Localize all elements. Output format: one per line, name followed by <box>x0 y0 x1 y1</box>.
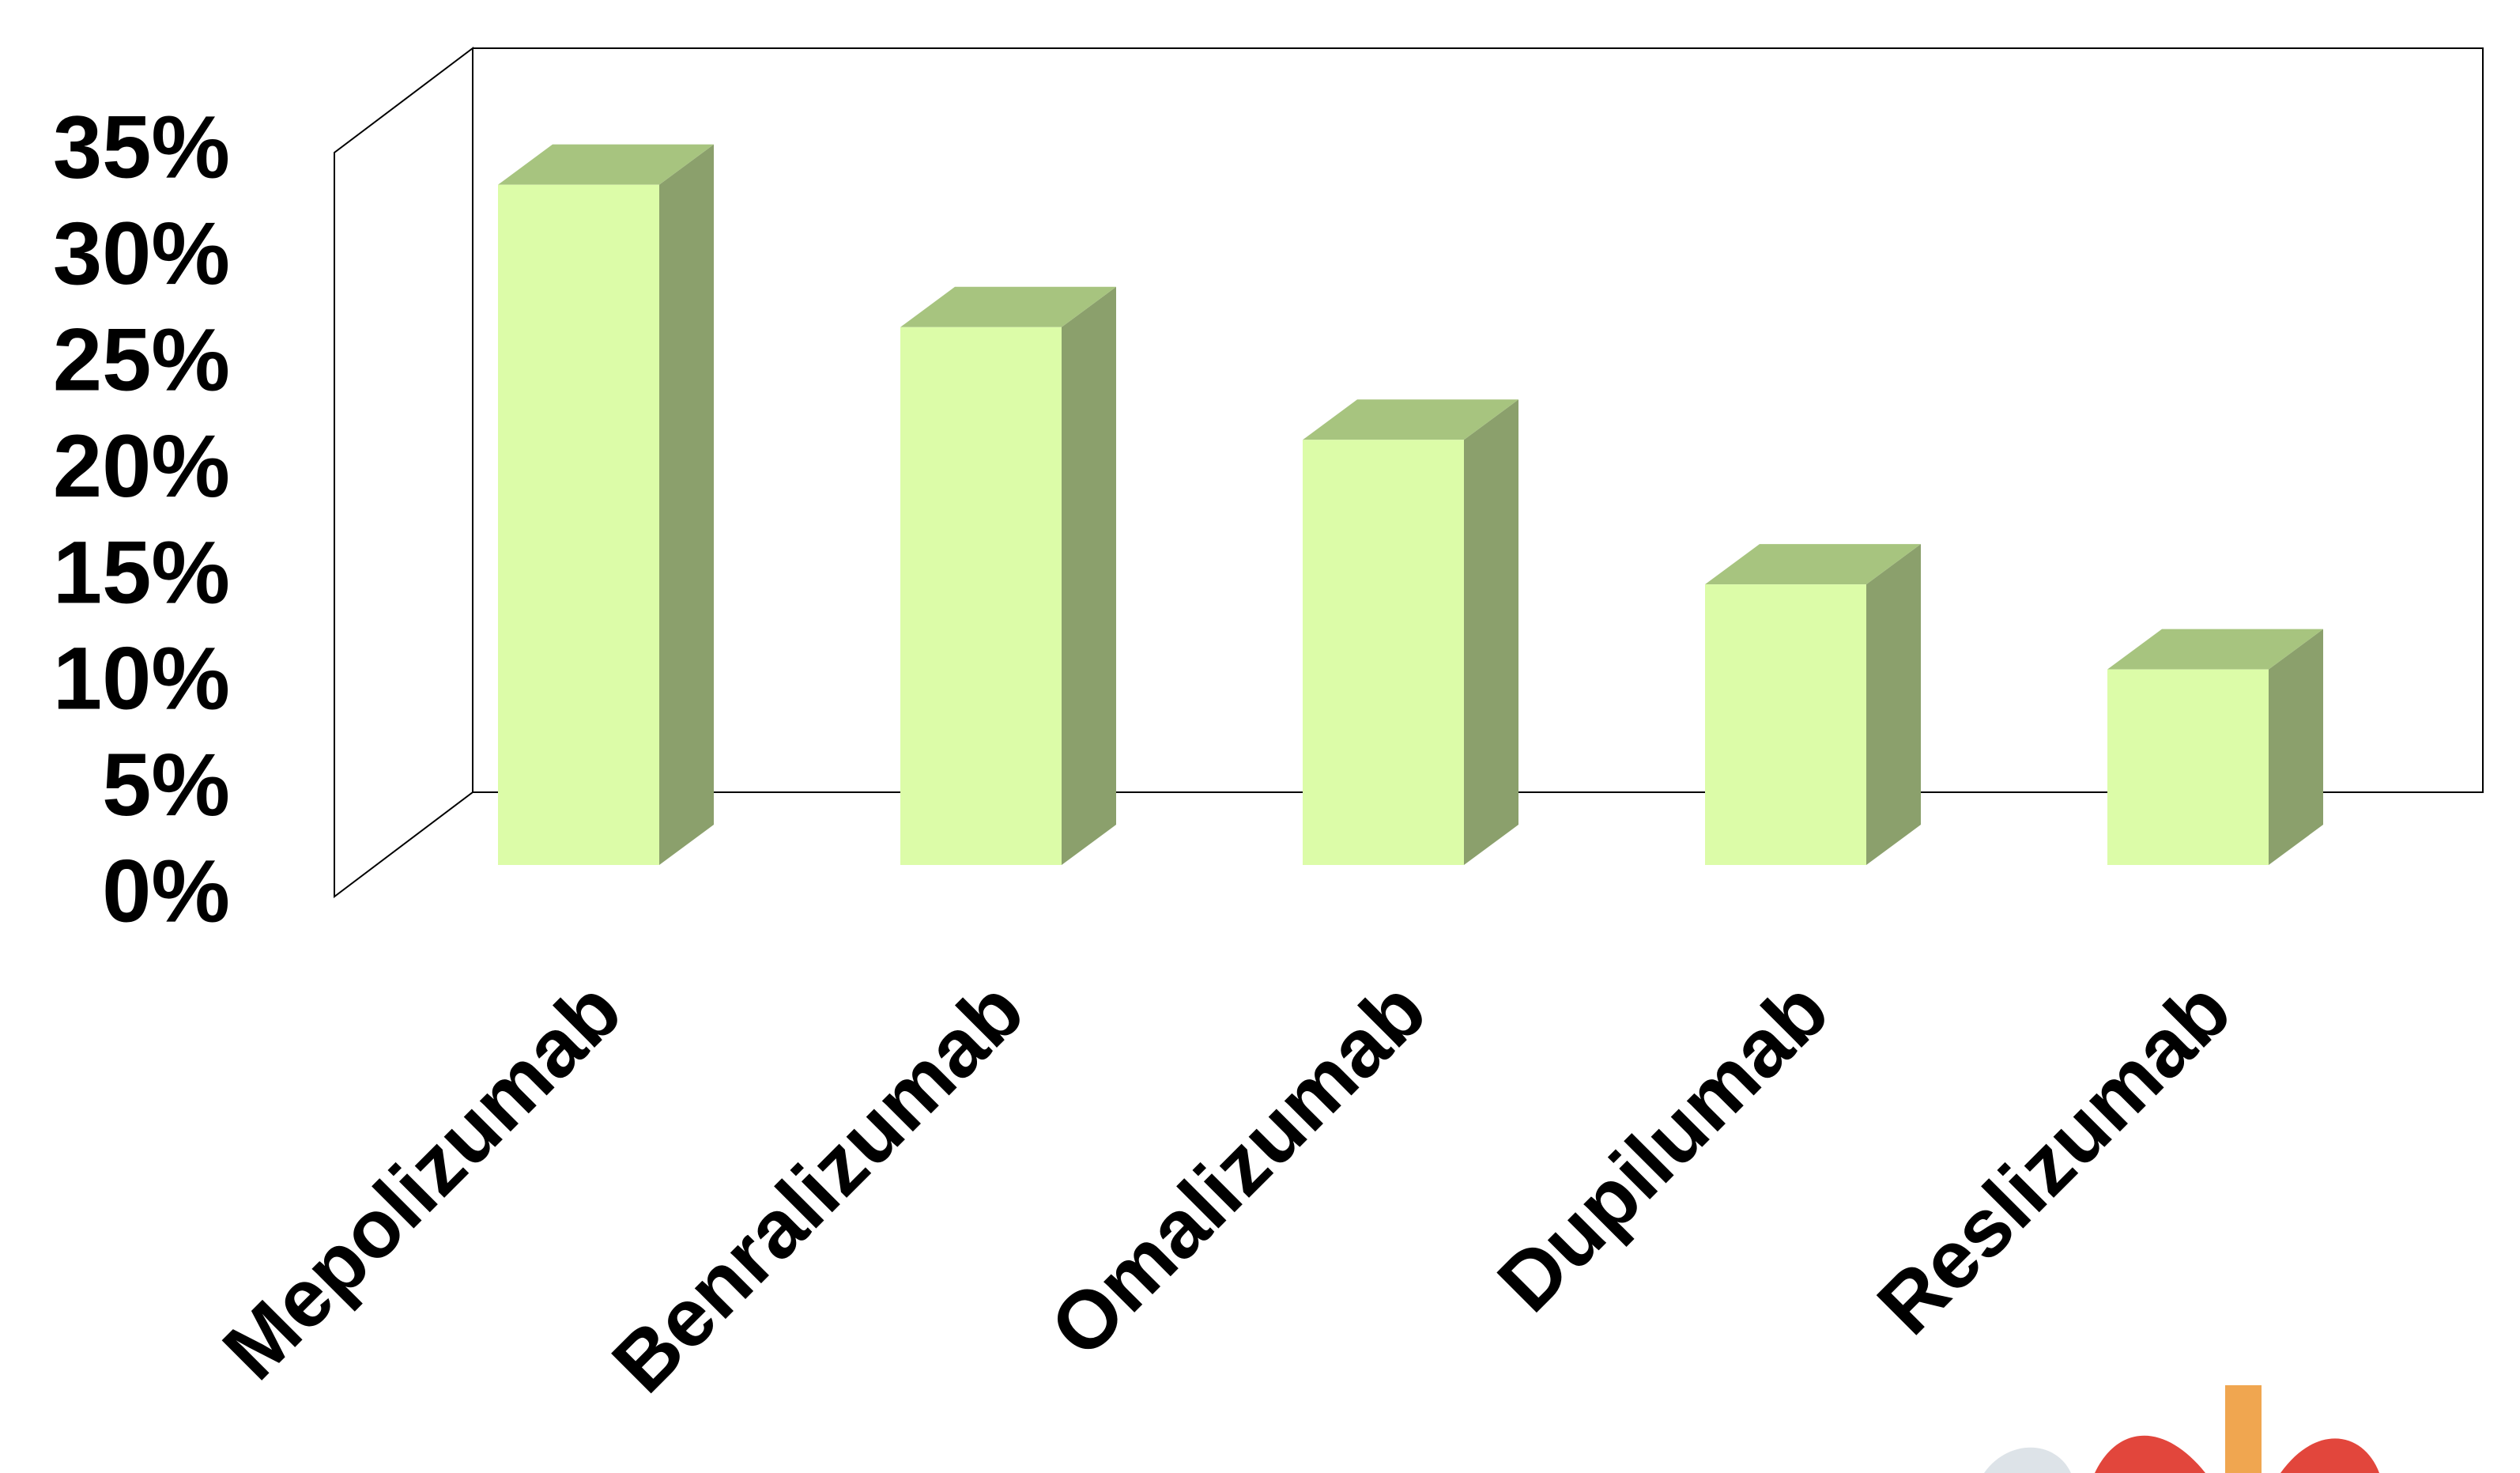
y-tick-label: 25% <box>53 310 230 409</box>
y-tick-label: 5% <box>102 735 230 834</box>
bar <box>2107 629 2323 865</box>
lung-left <box>2095 1435 2205 1473</box>
y-tick-label: 10% <box>53 629 230 728</box>
cloud <box>1984 1447 2071 1473</box>
x-tick-label: Reslizumab <box>1861 964 2249 1352</box>
bar <box>900 286 1116 865</box>
bar <box>1303 399 1518 865</box>
bar <box>1705 544 1921 865</box>
y-tick-label: 15% <box>53 523 230 621</box>
bar-side <box>659 144 714 865</box>
y-tick-label: 0% <box>102 842 230 941</box>
x-tick-label: Omalizumab <box>1033 964 1443 1374</box>
illustration <box>1984 1385 2379 1473</box>
bar-top <box>498 144 714 185</box>
bar-top <box>1303 399 1518 440</box>
bar-top <box>2107 629 2323 670</box>
y-tick-label: 35% <box>53 98 230 197</box>
y-tick-label: 30% <box>53 204 230 303</box>
bar-front <box>2107 669 2269 865</box>
bar <box>498 144 714 865</box>
lung-right <box>2280 1438 2379 1473</box>
bar-top <box>900 286 1116 327</box>
x-tick-label: Mepolizumab <box>206 964 639 1397</box>
bar-front <box>498 184 659 865</box>
bar-top <box>1705 544 1921 585</box>
bar-side <box>1464 399 1518 865</box>
bar-front <box>900 327 1062 865</box>
bar-side <box>1866 544 1921 865</box>
bar-front <box>1705 584 1866 865</box>
side-wall <box>334 46 473 899</box>
bar-side <box>1062 286 1116 865</box>
bar-front <box>1303 440 1464 865</box>
trachea <box>2225 1385 2262 1473</box>
y-tick-label: 20% <box>53 417 230 516</box>
bar-side <box>2269 629 2323 865</box>
x-tick-label: Dupilumab <box>1481 964 1846 1329</box>
x-tick-label: Benralizumab <box>595 964 1041 1410</box>
